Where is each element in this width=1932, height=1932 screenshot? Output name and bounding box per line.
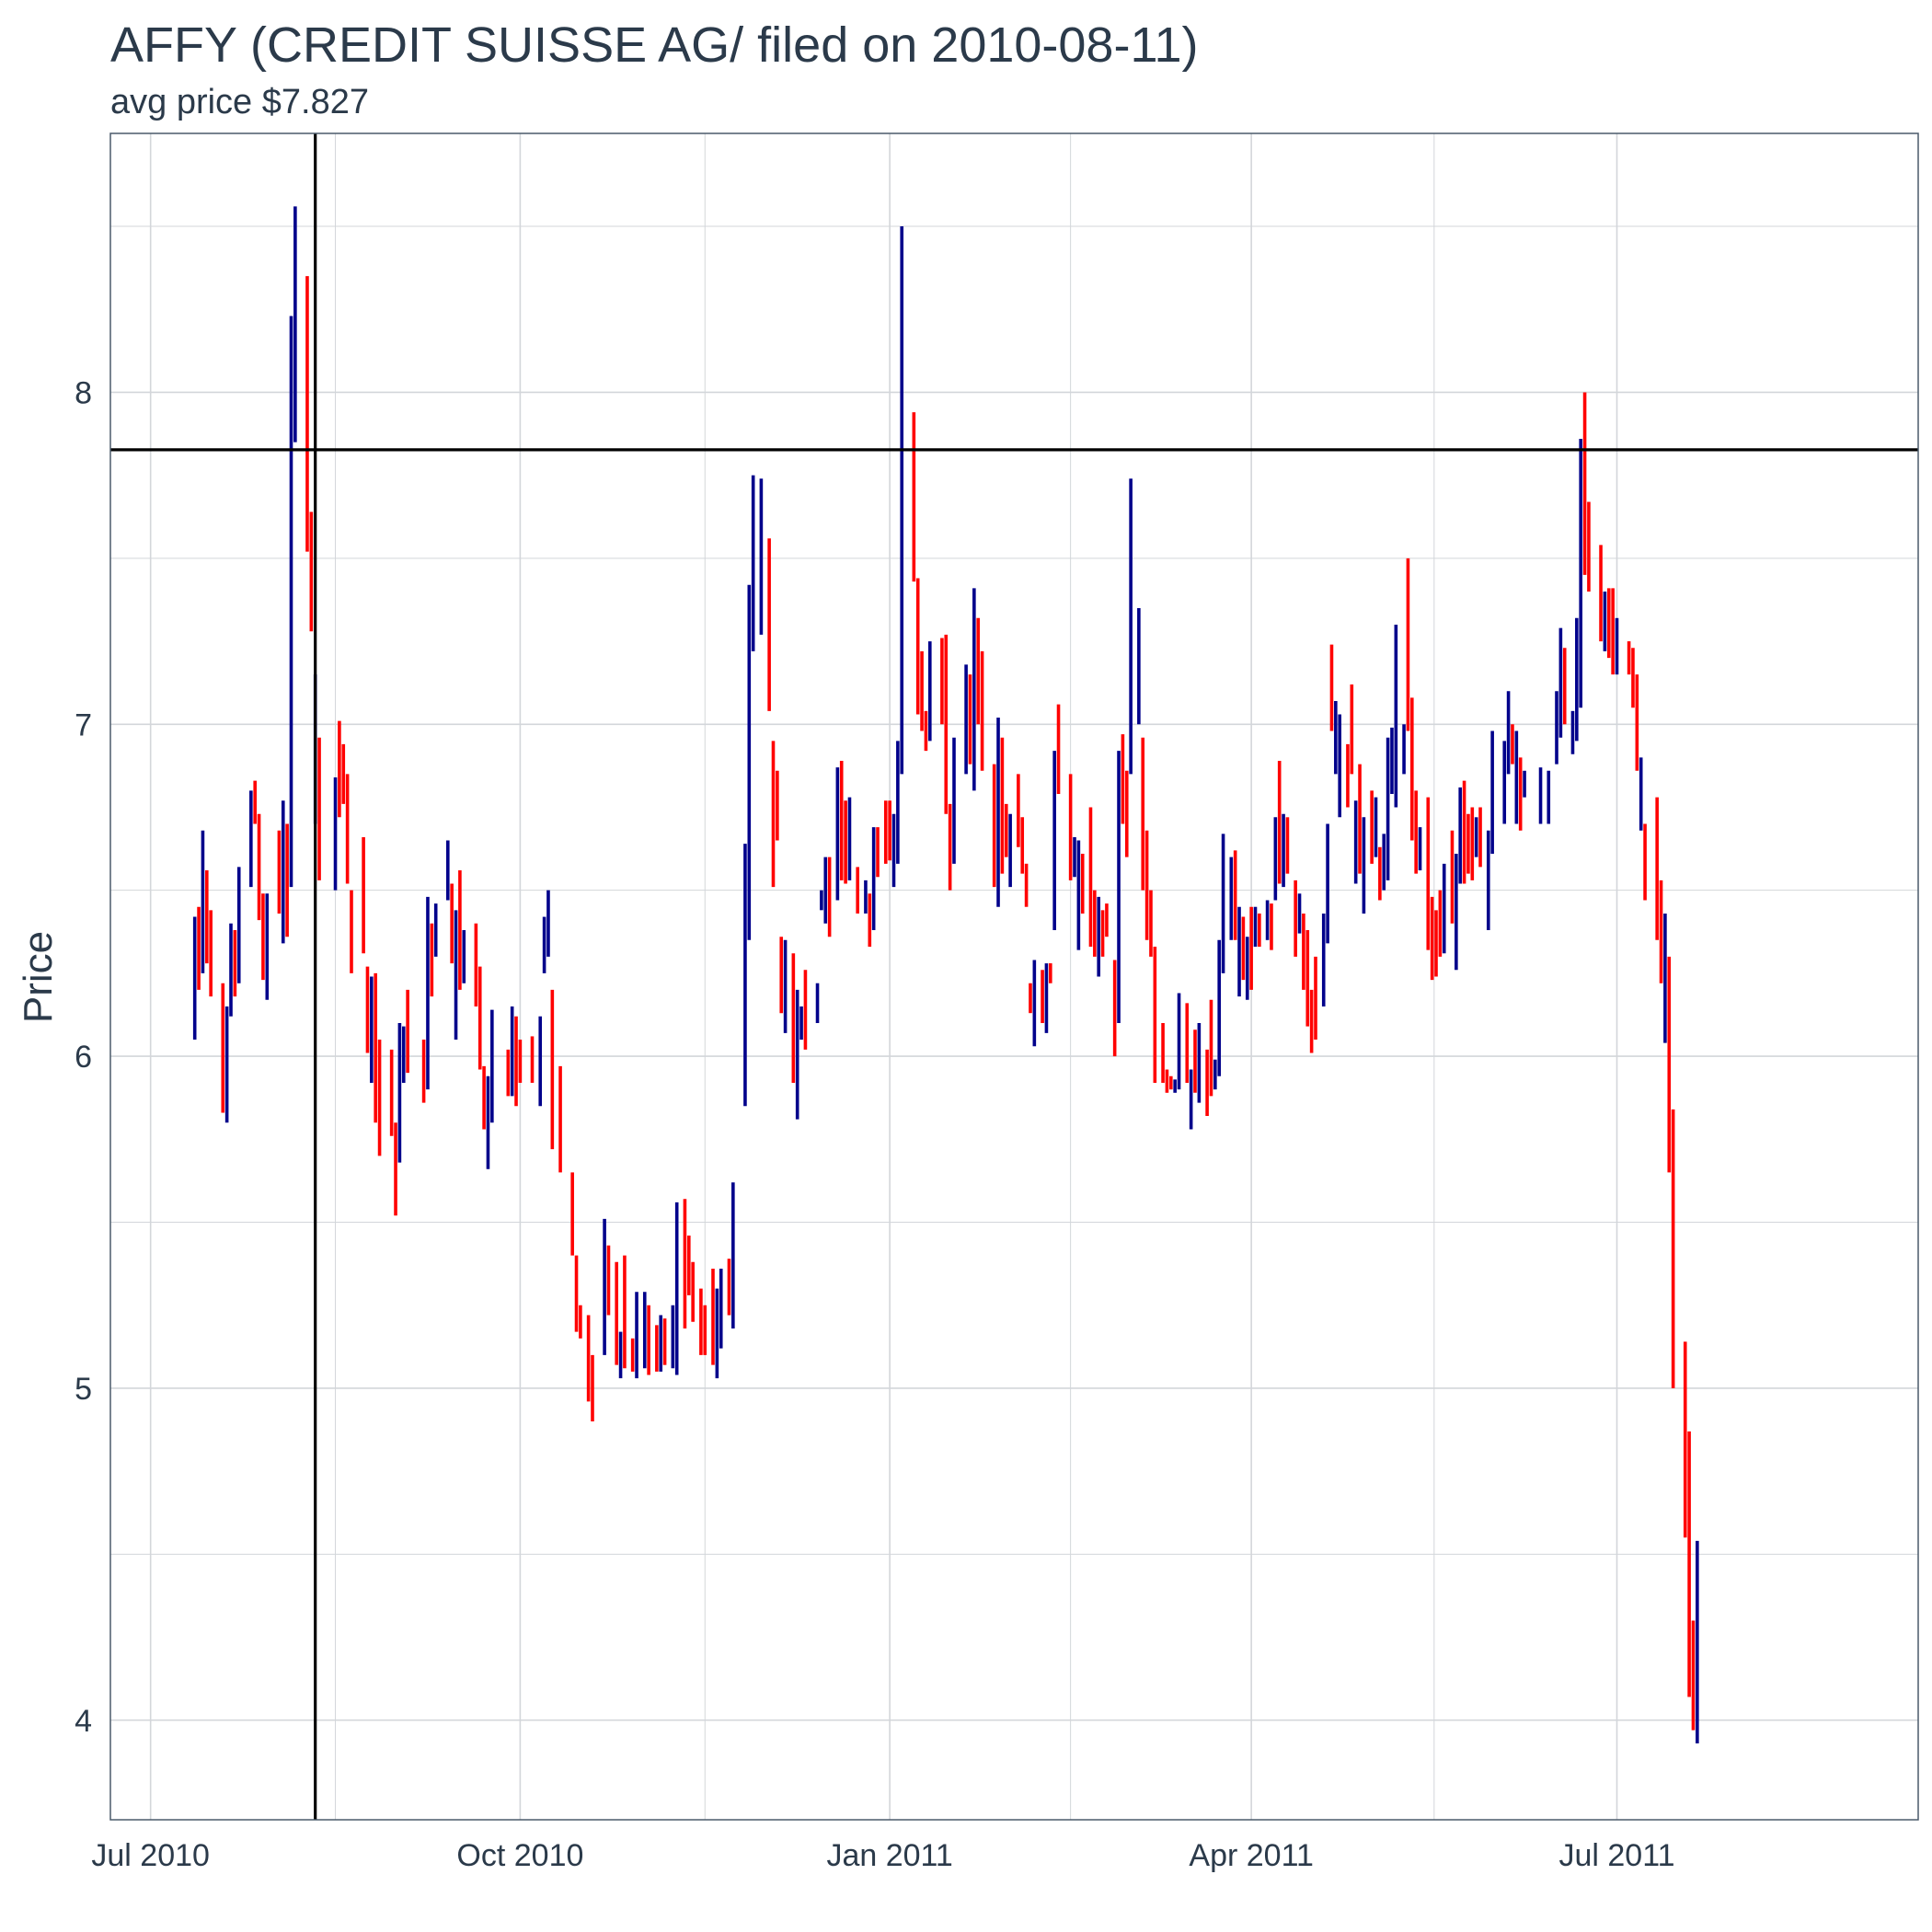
x-tick-label: Jul 2011 <box>1558 1838 1674 1873</box>
panel-border <box>109 132 1919 1821</box>
y-tick-label: 5 <box>75 1372 92 1407</box>
y-tick-label: 4 <box>75 1704 92 1739</box>
y-tick-label: 7 <box>75 707 92 742</box>
x-tick-label: Apr 2011 <box>1189 1838 1313 1873</box>
y-tick-label: 6 <box>75 1040 92 1075</box>
bars-layer <box>192 206 1699 1744</box>
x-tick-label: Jul 2010 <box>91 1838 210 1873</box>
y-tick-label: 8 <box>75 375 92 410</box>
axis-layer: 4 5 6 7 8 Jul 2010 Oct 2010 Jan 2011 Apr 2011 Jul… <box>75 375 1674 1873</box>
y-axis-title: Price <box>16 931 61 1023</box>
x-tick-label: Oct 2010 <box>456 1838 583 1873</box>
grid-layer <box>110 133 1918 1820</box>
chart-subtitle: avg price $7.827 <box>110 83 369 121</box>
chart-title: AFFY (CREDIT SUISSE AG/ filed on 2010-08… <box>110 17 1199 73</box>
x-tick-label: Jan 2011 <box>826 1838 952 1873</box>
reference-lines <box>110 133 1918 1820</box>
